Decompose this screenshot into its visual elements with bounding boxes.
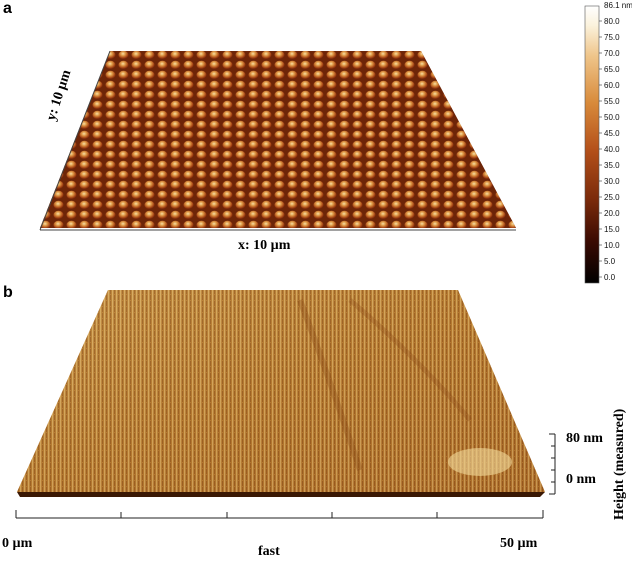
panel-b-bright-region (448, 448, 512, 476)
panel-b-surface-grain (17, 290, 545, 492)
colorbar-tick-label: 45.0 (604, 129, 620, 138)
panel-b-dark-streak (348, 298, 472, 422)
panel-b-z-axis-label: Height (measured) (612, 408, 627, 520)
colorbar-tick-label: 35.0 (604, 161, 620, 170)
panel-b-x-start-label: 0 µm (2, 536, 33, 551)
panel-b-z-max-label: 80 nm (566, 431, 603, 446)
colorbar-tick-label: 10.0 (604, 241, 620, 250)
panel-a-y-axis-line (39, 50, 111, 231)
panel-a-axes (39, 50, 516, 231)
panel-b-front-edge (17, 492, 545, 497)
panel-b-x-axis-label: fast (258, 544, 280, 559)
colorbar-tick-label: 15.0 (604, 225, 620, 234)
colorbar-tick-label: 60.0 (604, 81, 620, 90)
panel-b-x-axis (15, 510, 544, 519)
colorbar-tick-label: 70.0 (604, 49, 620, 58)
panel-a-letter: a (3, 0, 12, 17)
colorbar-tick-label: 55.0 (604, 97, 620, 106)
colorbar-tick-label: 40.0 (604, 145, 620, 154)
panel-b-letter: b (3, 284, 13, 301)
colorbar-tick-label: 5.0 (604, 257, 616, 266)
colorbar-tick-label: 75.0 (604, 33, 620, 42)
panel-b-z-min-label: 0 nm (566, 472, 596, 487)
colorbar: 86.1 nm 80.0 75.0 70.0 65.0 60.0 55.0 50… (584, 1, 632, 284)
panel-a-surface (40, 51, 516, 228)
colorbar-tick-label: 0.0 (604, 273, 616, 282)
colorbar-tick-label: 20.0 (604, 209, 620, 218)
colorbar-ticks (599, 20, 602, 278)
colorbar-tick-label: 80.0 (604, 17, 620, 26)
colorbar-strip (584, 5, 600, 284)
panel-b-x-end-label: 50 µm (500, 536, 538, 551)
colorbar-tick-label: 65.0 (604, 65, 620, 74)
panel-b-surface (17, 290, 545, 497)
panel-b-dark-streak (297, 298, 363, 471)
colorbar-tick-label: 25.0 (604, 193, 620, 202)
colorbar-tick-label: 50.0 (604, 113, 620, 122)
colorbar-tick-label: 30.0 (604, 177, 620, 186)
panel-a-x-label: x: 10 µm (238, 238, 291, 253)
colorbar-max-label: 86.1 nm (604, 1, 632, 10)
panel-b-z-axis (549, 433, 556, 495)
panel-a-surface-bumps (40, 51, 516, 228)
